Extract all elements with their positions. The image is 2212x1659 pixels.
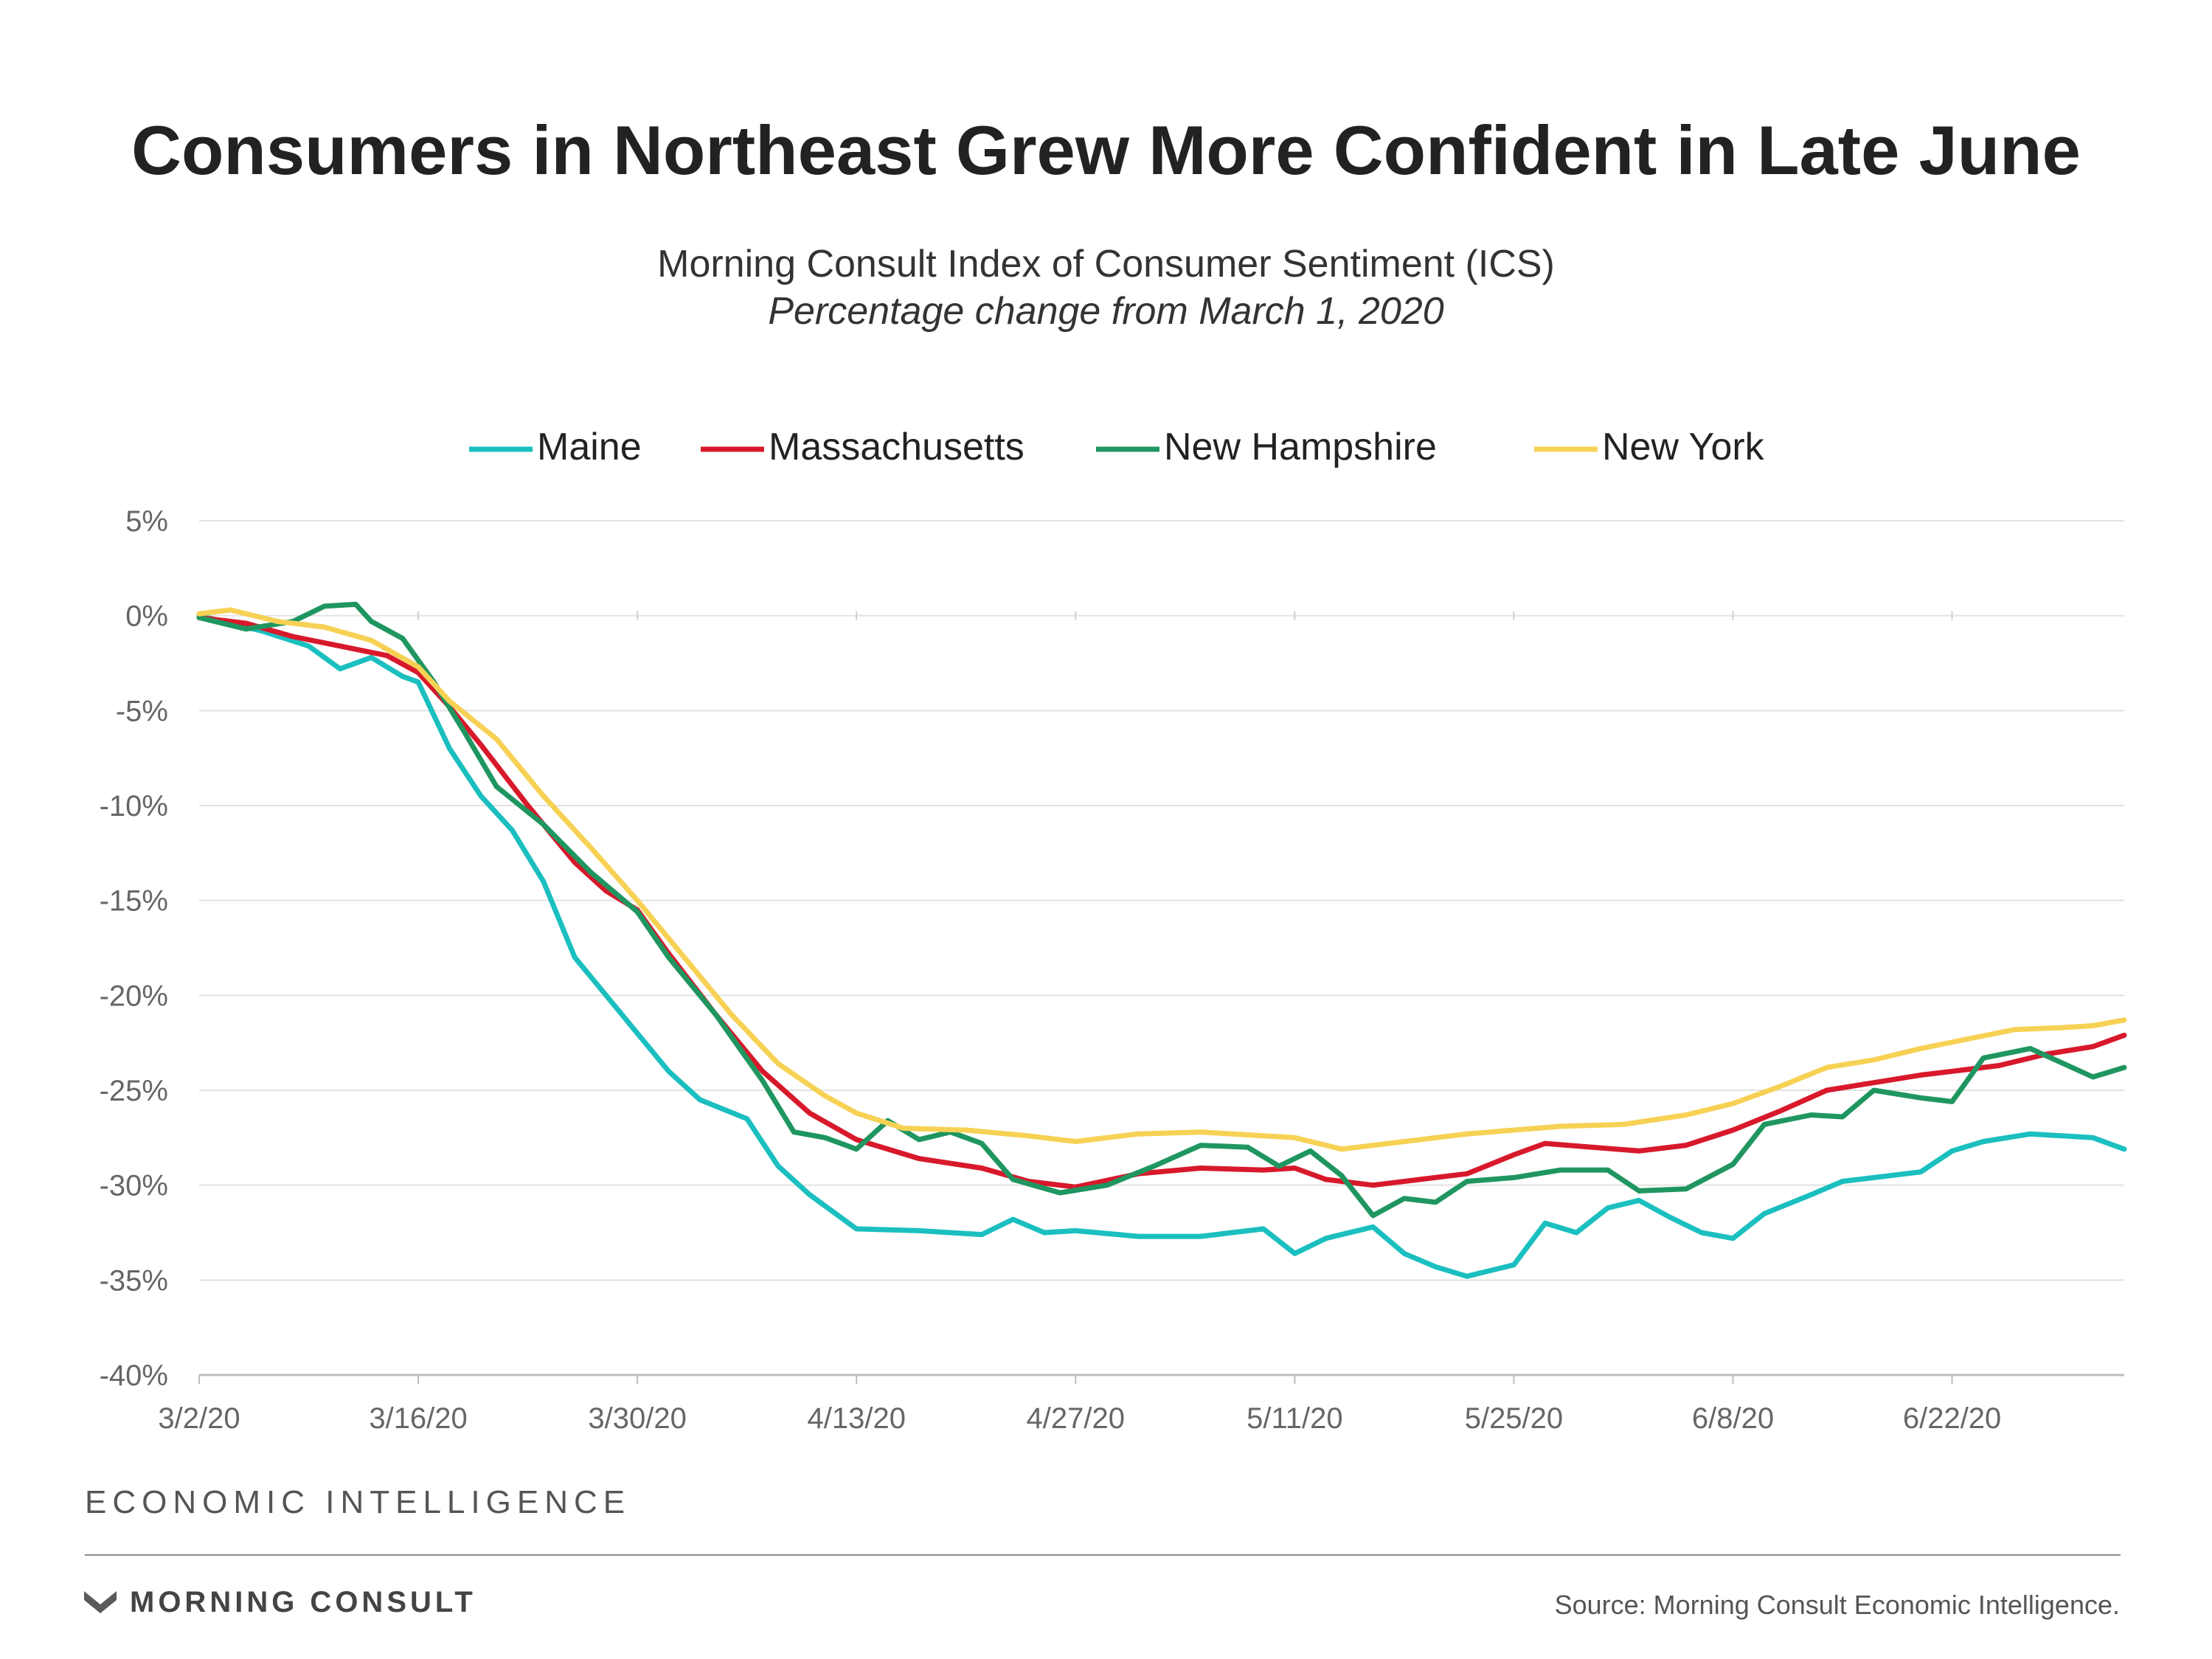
section-label: ECONOMIC INTELLIGENCE [85, 1484, 631, 1520]
y-tick-label: 5% [125, 505, 168, 538]
x-tick-label: 3/2/20 [158, 1402, 240, 1435]
y-tick-label: -25% [100, 1075, 168, 1107]
legend-label: Maine [537, 426, 642, 468]
series-line [196, 613, 2127, 1279]
x-tick-label: 6/8/20 [1692, 1402, 1774, 1435]
series-line [196, 614, 2127, 1190]
source-note: Source: Morning Consult Economic Intelli… [1554, 1590, 2120, 1620]
y-tick-label: -20% [100, 980, 168, 1012]
y-tick-label: -5% [116, 695, 168, 727]
series-lines [196, 601, 2127, 1279]
legend-label: New Hampshire [1164, 426, 1437, 468]
legend-label: New York [1602, 426, 1765, 468]
y-tick-label: -30% [100, 1170, 168, 1202]
brand-logo: MORNING CONSULT [83, 1586, 476, 1619]
y-tick-label: -35% [100, 1264, 168, 1297]
logo-text: MORNING CONSULT [130, 1586, 476, 1618]
series-line [196, 607, 2127, 1152]
series-line [196, 601, 2127, 1219]
x-tick-label: 5/25/20 [1465, 1402, 1563, 1435]
gridlines [198, 520, 2124, 1384]
legend-label: Massachusetts [769, 426, 1024, 468]
x-tick-label: 5/11/20 [1247, 1402, 1343, 1435]
chart-title: Consumers in Northeast Grew More Confide… [131, 111, 2081, 189]
x-tick-label: 3/16/20 [369, 1402, 467, 1435]
morning-consult-logo-icon [84, 1590, 117, 1613]
x-tick-label: 4/27/20 [1027, 1402, 1125, 1435]
y-tick-label: -40% [100, 1360, 168, 1392]
x-axis: 3/2/20 3/16/20 3/30/20 4/13/20 4/27/20 5/11/2… [158, 1402, 2001, 1435]
footer-divider [85, 1554, 2121, 1556]
y-tick-label: 0% [125, 600, 168, 633]
chart-subtitle-italic: Percentage change from March 1, 2020 [768, 290, 1444, 333]
x-tick-label: 3/30/20 [588, 1402, 686, 1435]
y-axis: 5% 0% -5% -10% -15% -20% -25% -30% -35% -40% [100, 505, 168, 1392]
legend: Maine Massachusetts New Hampshire New York [469, 426, 1765, 468]
chart-subtitle: Morning Consult Index of Consumer Sentim… [657, 243, 1555, 285]
x-tick-label: 6/22/20 [1903, 1402, 2001, 1435]
y-tick-label: -10% [100, 790, 168, 822]
x-tick-label: 4/13/20 [807, 1402, 905, 1435]
y-tick-label: -15% [100, 885, 168, 918]
